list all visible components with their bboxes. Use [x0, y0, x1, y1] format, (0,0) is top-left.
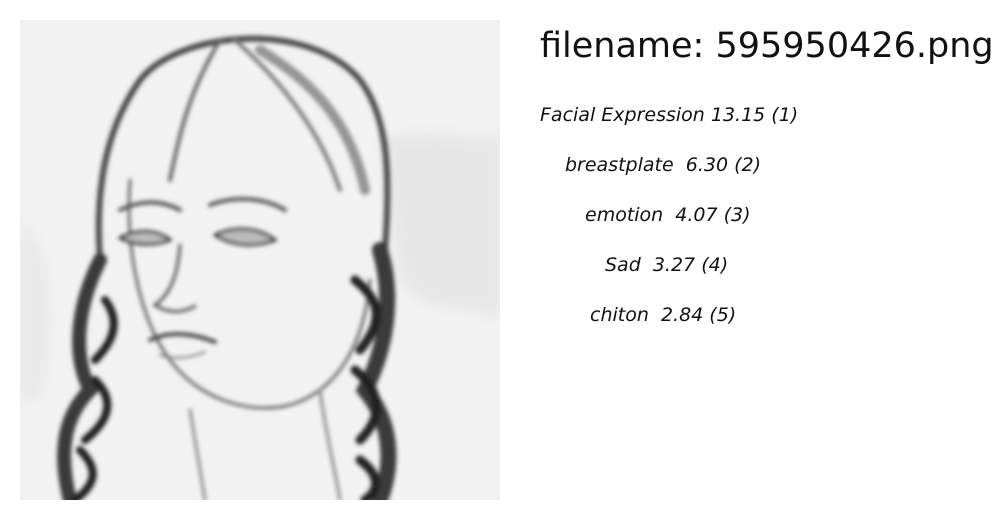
filename-label: filename: 595950426.png — [540, 26, 994, 66]
tag-label-3: emotion 4.07 (3) — [585, 204, 751, 226]
portrait-sketch-image — [20, 20, 500, 500]
tag-label-4: Sad 3.27 (4) — [605, 254, 729, 276]
tag-label-2: breastplate 6.30 (2) — [565, 154, 762, 176]
tag-label-5: chiton 2.84 (5) — [590, 304, 737, 326]
tag-label-1: Facial Expression 13.15 (1) — [540, 104, 799, 126]
